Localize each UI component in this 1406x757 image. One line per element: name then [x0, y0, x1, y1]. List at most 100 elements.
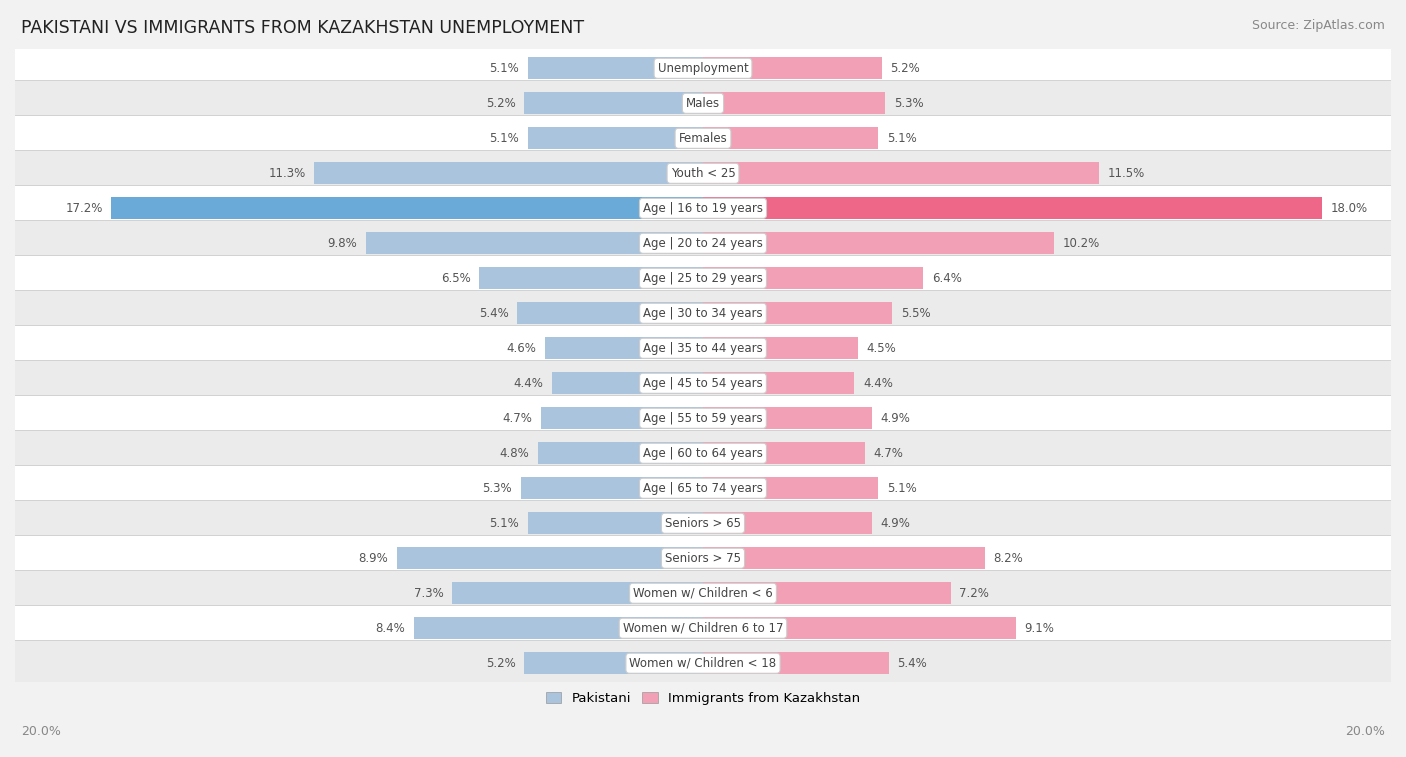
Bar — [479, 267, 703, 289]
Text: Age | 55 to 59 years: Age | 55 to 59 years — [643, 412, 763, 425]
Text: Age | 20 to 24 years: Age | 20 to 24 years — [643, 237, 763, 250]
Bar — [524, 653, 703, 674]
Text: 9.8%: 9.8% — [328, 237, 357, 250]
Text: Age | 65 to 74 years: Age | 65 to 74 years — [643, 481, 763, 495]
Bar — [703, 618, 1017, 639]
FancyBboxPatch shape — [0, 431, 1406, 476]
Bar — [366, 232, 703, 254]
Bar — [703, 547, 986, 569]
FancyBboxPatch shape — [0, 640, 1406, 686]
Text: 20.0%: 20.0% — [21, 725, 60, 738]
FancyBboxPatch shape — [0, 256, 1406, 301]
Text: 5.1%: 5.1% — [887, 481, 917, 495]
FancyBboxPatch shape — [0, 500, 1406, 546]
Bar — [703, 58, 882, 79]
Text: Age | 30 to 34 years: Age | 30 to 34 years — [643, 307, 763, 319]
Bar — [541, 407, 703, 429]
Text: 11.3%: 11.3% — [269, 167, 305, 180]
Text: 4.7%: 4.7% — [503, 412, 533, 425]
Bar — [703, 92, 886, 114]
Bar — [703, 512, 872, 534]
Bar — [703, 442, 865, 464]
Text: 8.9%: 8.9% — [359, 552, 388, 565]
FancyBboxPatch shape — [0, 395, 1406, 441]
Bar — [517, 303, 703, 324]
FancyBboxPatch shape — [0, 80, 1406, 126]
FancyBboxPatch shape — [0, 360, 1406, 406]
Text: 5.2%: 5.2% — [485, 657, 516, 670]
Bar — [527, 58, 703, 79]
Bar — [703, 653, 889, 674]
Text: Males: Males — [686, 97, 720, 110]
Text: 4.9%: 4.9% — [880, 412, 910, 425]
FancyBboxPatch shape — [0, 606, 1406, 651]
Text: 5.2%: 5.2% — [890, 62, 921, 75]
Text: Unemployment: Unemployment — [658, 62, 748, 75]
Bar — [703, 338, 858, 359]
Text: 9.1%: 9.1% — [1025, 621, 1054, 634]
Text: Age | 25 to 29 years: Age | 25 to 29 years — [643, 272, 763, 285]
FancyBboxPatch shape — [0, 220, 1406, 266]
Bar — [538, 442, 703, 464]
Text: Age | 60 to 64 years: Age | 60 to 64 years — [643, 447, 763, 459]
Text: Females: Females — [679, 132, 727, 145]
Bar — [703, 198, 1322, 219]
Text: 5.5%: 5.5% — [901, 307, 931, 319]
Text: 6.5%: 6.5% — [441, 272, 471, 285]
FancyBboxPatch shape — [0, 151, 1406, 196]
Text: 10.2%: 10.2% — [1063, 237, 1099, 250]
Text: 20.0%: 20.0% — [1346, 725, 1385, 738]
Text: 5.2%: 5.2% — [485, 97, 516, 110]
Text: 5.1%: 5.1% — [887, 132, 917, 145]
Bar — [703, 267, 924, 289]
Bar — [703, 478, 879, 499]
Text: Women w/ Children < 6: Women w/ Children < 6 — [633, 587, 773, 600]
Text: Seniors > 75: Seniors > 75 — [665, 552, 741, 565]
Bar — [527, 512, 703, 534]
Text: 8.2%: 8.2% — [994, 552, 1024, 565]
Bar — [703, 127, 879, 149]
FancyBboxPatch shape — [0, 45, 1406, 91]
Bar — [111, 198, 703, 219]
Text: Age | 16 to 19 years: Age | 16 to 19 years — [643, 202, 763, 215]
Text: 4.4%: 4.4% — [863, 377, 893, 390]
Legend: Pakistani, Immigrants from Kazakhstan: Pakistani, Immigrants from Kazakhstan — [540, 687, 866, 711]
Text: 11.5%: 11.5% — [1107, 167, 1144, 180]
Text: 18.0%: 18.0% — [1331, 202, 1368, 215]
Text: 4.5%: 4.5% — [866, 341, 896, 355]
FancyBboxPatch shape — [0, 466, 1406, 511]
Text: 4.8%: 4.8% — [499, 447, 529, 459]
Text: Age | 45 to 54 years: Age | 45 to 54 years — [643, 377, 763, 390]
Bar — [703, 582, 950, 604]
Text: Youth < 25: Youth < 25 — [671, 167, 735, 180]
Text: 7.2%: 7.2% — [959, 587, 990, 600]
Bar — [703, 372, 855, 394]
Bar — [703, 407, 872, 429]
Text: 17.2%: 17.2% — [65, 202, 103, 215]
FancyBboxPatch shape — [0, 535, 1406, 581]
Text: 5.1%: 5.1% — [489, 62, 519, 75]
Text: 5.1%: 5.1% — [489, 132, 519, 145]
FancyBboxPatch shape — [0, 571, 1406, 616]
Text: Seniors > 65: Seniors > 65 — [665, 517, 741, 530]
Text: 5.1%: 5.1% — [489, 517, 519, 530]
Text: Women w/ Children < 18: Women w/ Children < 18 — [630, 657, 776, 670]
Text: 4.9%: 4.9% — [880, 517, 910, 530]
Bar — [451, 582, 703, 604]
Bar — [544, 338, 703, 359]
Bar — [520, 478, 703, 499]
Bar — [315, 163, 703, 184]
Text: Women w/ Children 6 to 17: Women w/ Children 6 to 17 — [623, 621, 783, 634]
Bar — [551, 372, 703, 394]
Text: 6.4%: 6.4% — [932, 272, 962, 285]
Text: 5.3%: 5.3% — [482, 481, 512, 495]
Bar — [703, 163, 1098, 184]
FancyBboxPatch shape — [0, 185, 1406, 231]
Bar — [527, 127, 703, 149]
Text: 5.3%: 5.3% — [894, 97, 924, 110]
Text: 4.4%: 4.4% — [513, 377, 543, 390]
FancyBboxPatch shape — [0, 116, 1406, 161]
Bar — [703, 232, 1054, 254]
Text: Source: ZipAtlas.com: Source: ZipAtlas.com — [1251, 19, 1385, 32]
FancyBboxPatch shape — [0, 291, 1406, 336]
